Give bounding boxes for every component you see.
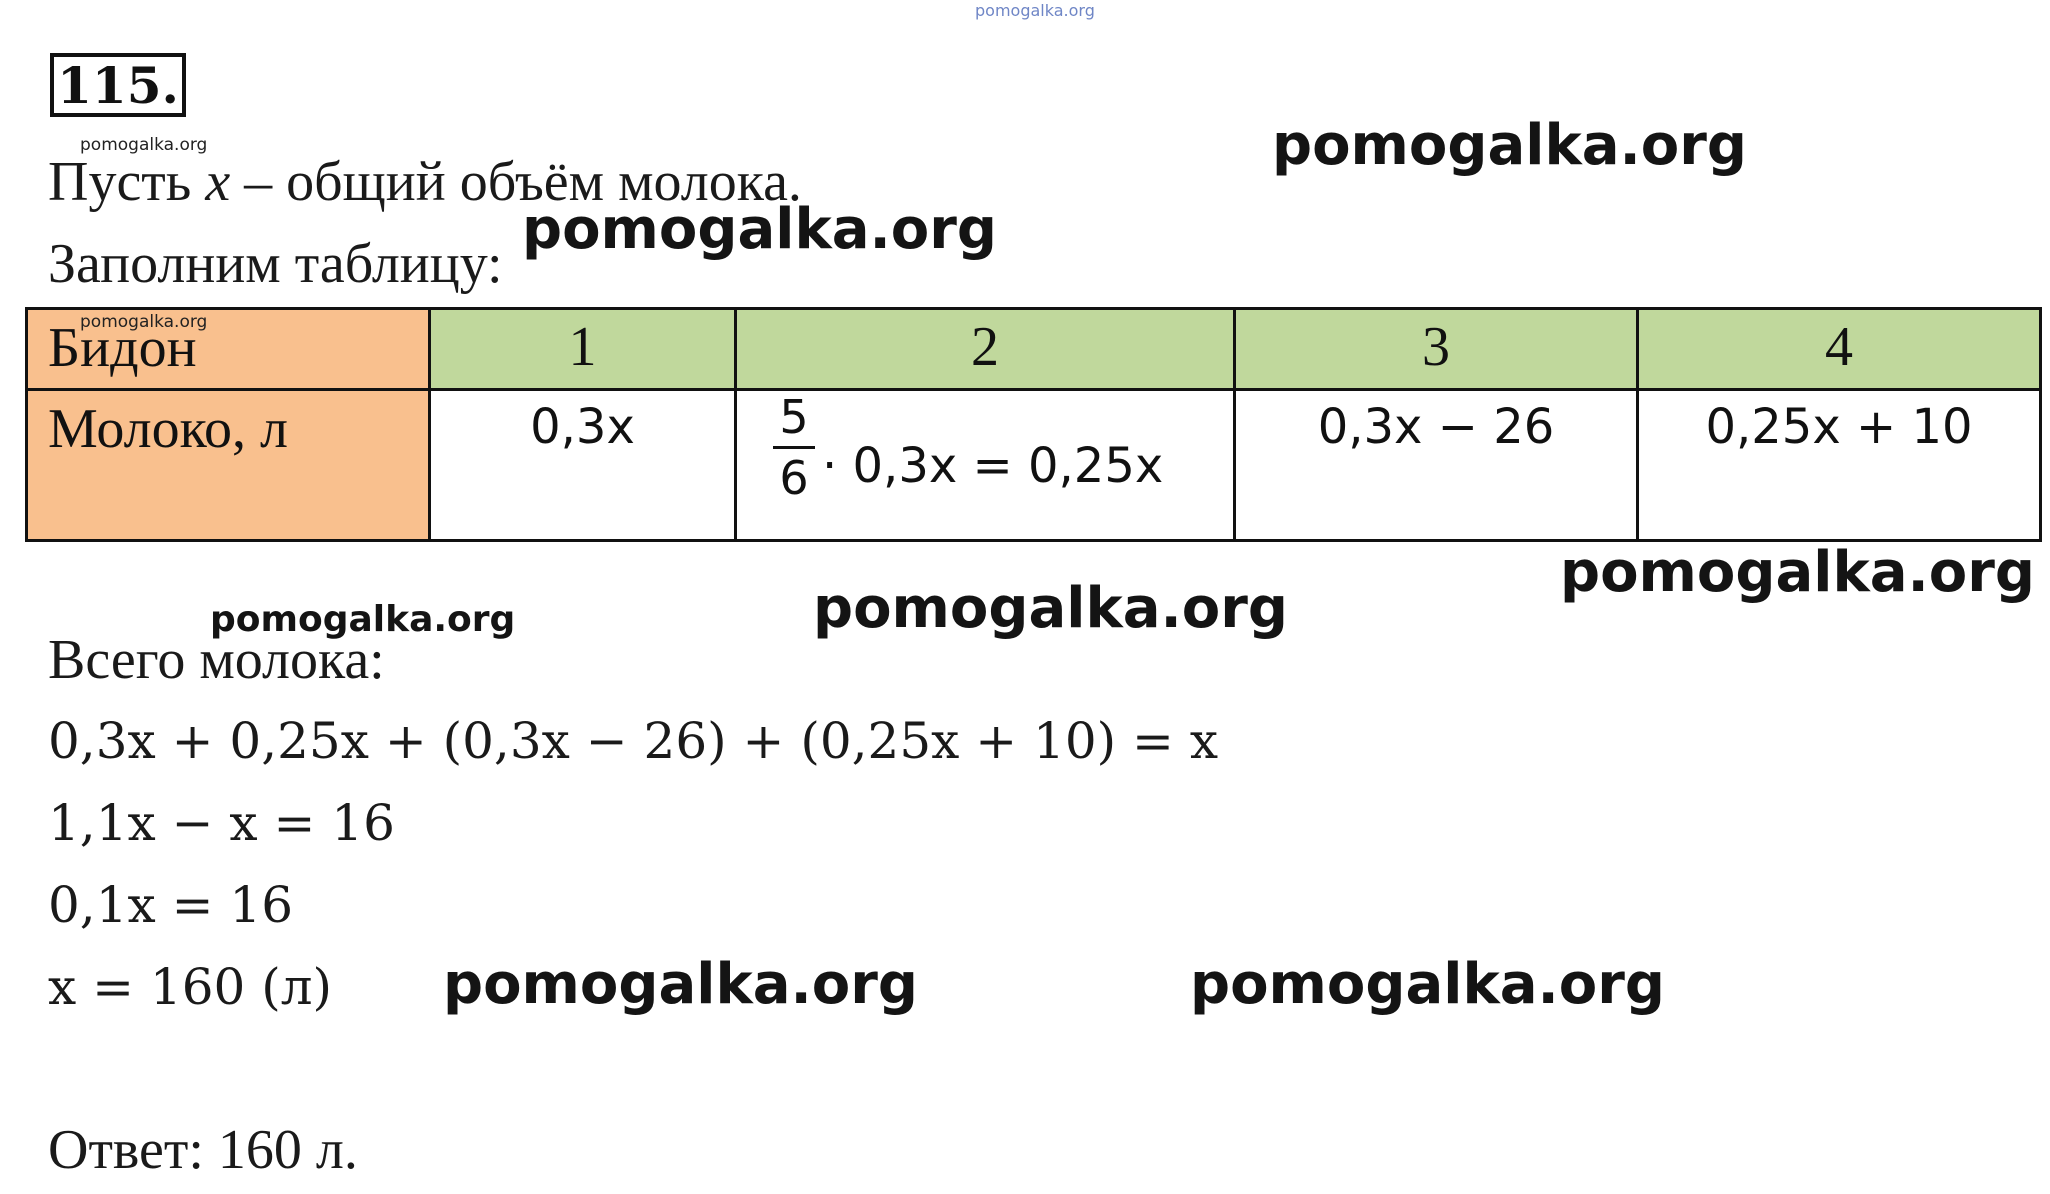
fraction-bar xyxy=(773,446,815,449)
watermark-small-1: pomogalka.org xyxy=(80,135,208,155)
table-cell: 0,3x − 26 xyxy=(1233,388,1639,542)
watermark-big-4: pomogalka.org xyxy=(813,576,1288,641)
fraction-expression-rest: · 0,3x = 0,25x xyxy=(822,438,1164,494)
table-cell-fraction xyxy=(734,388,1236,542)
intro-suffix: – общий объём молока. xyxy=(230,151,802,213)
equation-3: 0,1x = 16 xyxy=(48,876,294,934)
intro-line-2: Заполним таблицу: xyxy=(48,233,503,295)
table-column-header: 4 xyxy=(1636,307,2042,391)
table-column-header: 1 xyxy=(428,307,737,391)
watermark-big-1: pomogalka.org xyxy=(1272,113,1747,178)
intro-line-1: Пусть x – общий объём молока. xyxy=(48,152,802,212)
watermark-mid-1: pomogalka.org xyxy=(210,599,516,640)
top-watermark: pomogalka.org xyxy=(975,1,1095,20)
equation-2: 1,1x − x = 16 xyxy=(48,794,395,852)
table-cell: 0,3x xyxy=(428,388,737,542)
answer: Ответ: 160 л. xyxy=(48,1119,358,1181)
milk-table: Бидон 1 2 3 4 Молоко, л 0,3x 0,3x − 26 0… xyxy=(25,307,2042,542)
solution-heading: Всего молока: xyxy=(48,629,385,691)
table-header-label-cell: Бидон xyxy=(25,307,431,391)
problem-number: 115. xyxy=(50,53,186,117)
watermark-big-6: pomogalka.org xyxy=(1190,952,1665,1017)
table-column-header: 2 xyxy=(734,307,1236,391)
table-row-label-cell: Молоко, л xyxy=(25,388,431,542)
fraction-denominator: 6 xyxy=(779,451,809,505)
table-value-row: Молоко, л 0,3x 0,3x − 26 0,25x + 10 xyxy=(25,388,2042,542)
table-header-label: Бидон xyxy=(48,317,197,379)
watermark-small-2: pomogalka.org xyxy=(80,312,208,332)
equation-1: 0,3x + 0,25x + (0,3x − 26) + (0,25x + 10… xyxy=(48,712,1219,770)
intro-prefix: Пусть xyxy=(48,151,206,213)
intro-variable: x xyxy=(205,151,231,213)
watermark-big-5: pomogalka.org xyxy=(443,952,918,1017)
table-column-header: 3 xyxy=(1233,307,1639,391)
table-cell: 0,25x + 10 xyxy=(1636,388,2042,542)
table-header-row: Бидон 1 2 3 4 xyxy=(25,307,2042,391)
table-row-label: Молоко, л xyxy=(48,398,288,460)
fraction-five-sixths: 5 6 xyxy=(773,392,815,503)
watermark-big-2: pomogalka.org xyxy=(522,197,997,262)
watermark-big-3: pomogalka.org xyxy=(1560,540,2035,605)
equation-4: x = 160 (л) xyxy=(48,958,332,1016)
fraction-numerator: 5 xyxy=(779,390,809,444)
